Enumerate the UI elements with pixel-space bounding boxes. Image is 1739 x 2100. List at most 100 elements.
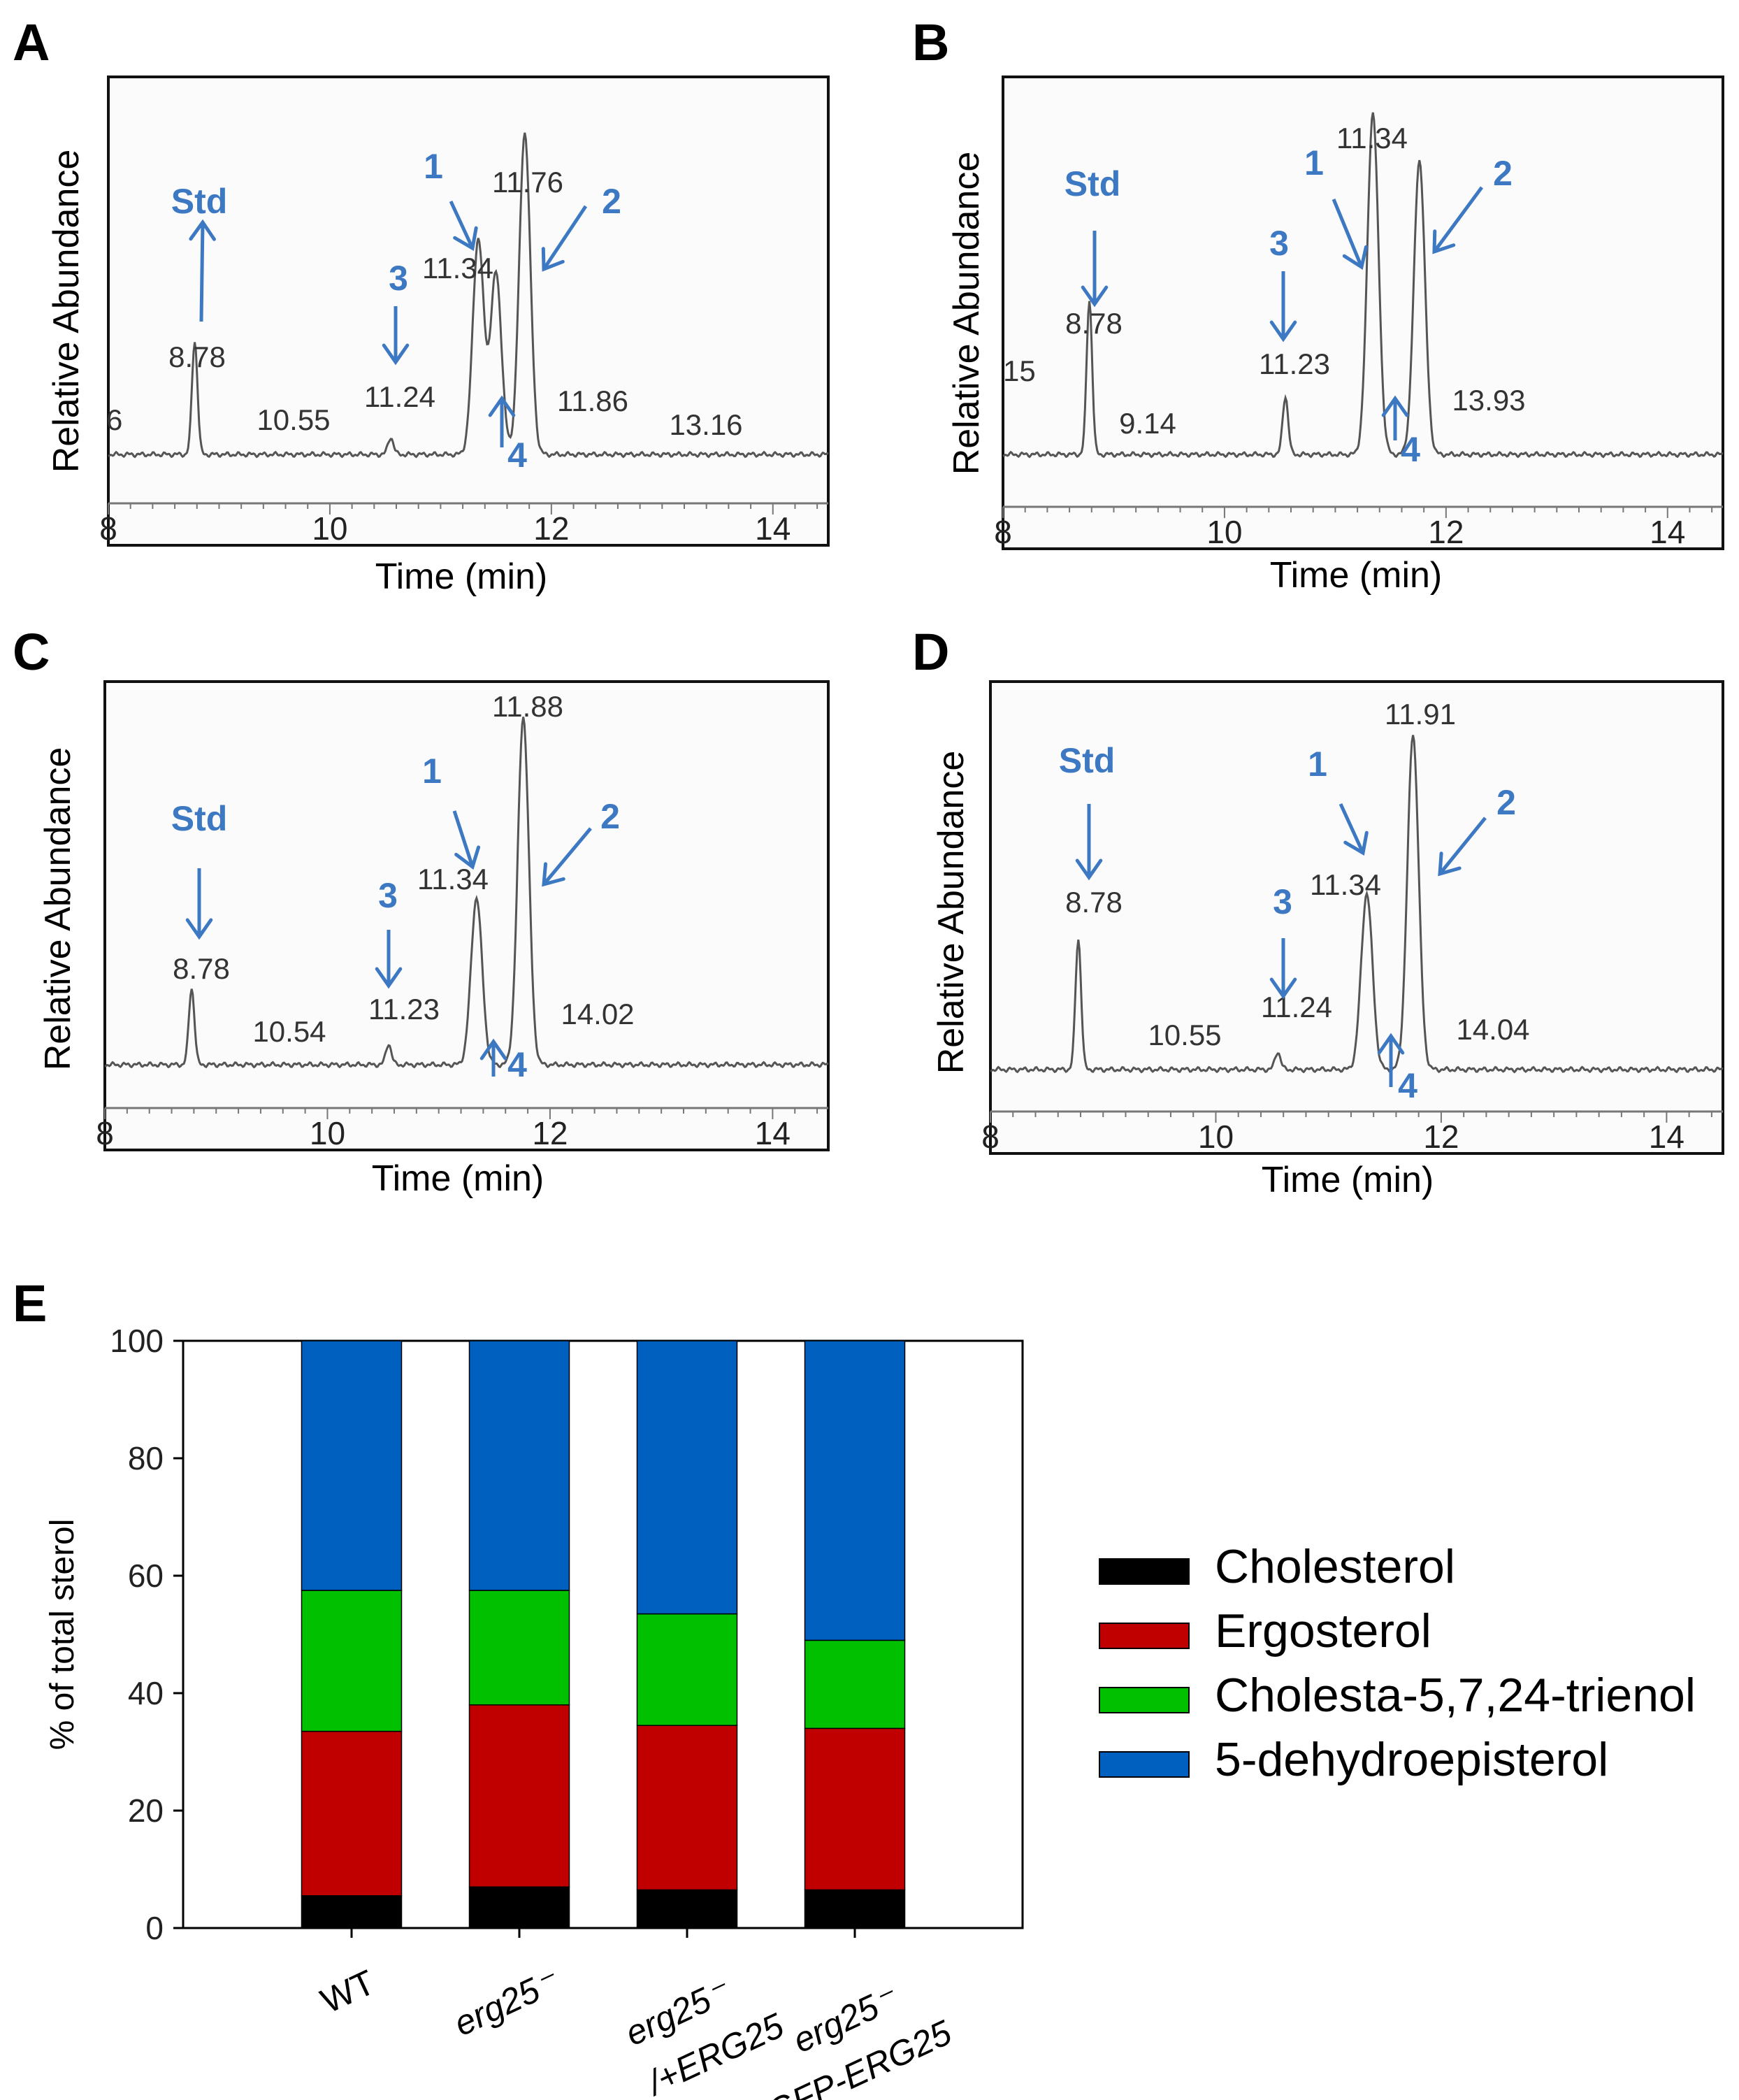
x-tick-label: 12 <box>1423 1119 1459 1155</box>
panel-letter-e: E <box>13 1274 47 1332</box>
legend-swatch <box>1099 1558 1190 1585</box>
peak-label: 11.23 <box>368 993 440 1026</box>
peak-label: 11.34 <box>1336 122 1408 154</box>
annotation-arrow <box>544 827 592 884</box>
y-tick-label: 40 <box>128 1675 164 1711</box>
bar-segment-cholesterol <box>468 1886 570 1929</box>
y-axis-title: Relative Abundance <box>38 747 78 1071</box>
annotation-arrowhead <box>382 343 410 366</box>
panel-letter-b: B <box>912 13 949 71</box>
chromatogram-panel-a: 8 10 12 148.7810.5511.2411.3411.7611.8613.1… <box>46 75 830 597</box>
peak-label: 10.54 <box>252 1015 326 1048</box>
chromatogram-trace <box>1002 112 1724 459</box>
annotation-arrow <box>201 222 203 322</box>
annotation-label: 3 <box>389 259 408 298</box>
annotation-arrowhead <box>1342 245 1368 271</box>
chromatogram-trace <box>990 735 1724 1074</box>
legend-swatch <box>1099 1751 1190 1778</box>
annotation-arrow <box>1332 199 1362 267</box>
annotation-arrow <box>1338 803 1363 853</box>
peak-label: 13.16 <box>669 408 742 441</box>
annotation-arrow <box>449 200 472 248</box>
x-tick-label: 12 <box>532 1115 568 1151</box>
bar-segment-5-dehydroepisterol <box>468 1340 570 1591</box>
legend-label: Cholesta-5,7,24-trienol <box>1215 1669 1696 1722</box>
x-tick-label: 10 <box>1198 1119 1234 1155</box>
peak-label: 8.78 <box>168 340 226 373</box>
annotation-arrowhead <box>189 219 216 241</box>
peak-label: 8.78 <box>1065 886 1123 919</box>
panel-letter-d: D <box>912 623 949 681</box>
annotation-label: 2 <box>1493 154 1513 193</box>
x-tick-label: 14 <box>755 510 791 547</box>
plot-frame <box>989 680 1724 1155</box>
chromatogram-panel-c: 8 10 12 148.7810.5411.2311.3411.8814.02Time… <box>38 680 830 1199</box>
legend-label: 5-dehydroepisterol <box>1215 1733 1608 1786</box>
peak-label: 10.55 <box>1148 1019 1221 1051</box>
x-tick-label: 14 <box>755 1115 791 1151</box>
annotation-label: 2 <box>1496 783 1516 822</box>
panel-letter-a: A <box>13 13 50 71</box>
annotation-arrow <box>452 810 472 867</box>
edge-peak-label: 6 <box>106 403 122 436</box>
annotation-label: Std <box>171 799 228 838</box>
bar-segment-cholesta-5-7-24-trienol <box>804 1639 906 1729</box>
annotation-label: 3 <box>1269 224 1289 263</box>
annotation-label: 2 <box>600 797 620 836</box>
peak-label: 11.24 <box>364 380 435 413</box>
x-tick-label: 8 <box>981 1119 1000 1155</box>
y-tick-label: 100 <box>110 1323 164 1359</box>
annotation-arrow <box>542 205 588 269</box>
annotation-arrowhead <box>1269 977 1297 1000</box>
annotation-arrowhead <box>375 967 403 989</box>
peak-label: 11.91 <box>1385 698 1456 731</box>
bar-segment-cholesta-5-7-24-trienol <box>636 1613 738 1726</box>
annotation-label: 4 <box>507 1045 527 1084</box>
annotation-arrow <box>1432 186 1484 252</box>
x-tick-label: 14 <box>1649 1119 1684 1155</box>
y-tick-label: 0 <box>145 1910 164 1946</box>
peak-label: 9.14 <box>1119 407 1176 440</box>
annotation-label: 2 <box>602 182 621 221</box>
annotation-label: Std <box>171 182 228 221</box>
peak-label: 11.76 <box>492 166 563 199</box>
peak-label: 14.04 <box>1456 1013 1529 1046</box>
y-axis-title: % of total sterol <box>44 1519 81 1750</box>
annotation-arrowhead <box>541 247 565 272</box>
peak-label: 13.93 <box>1452 384 1525 417</box>
x-tick-label: 12 <box>533 510 569 547</box>
annotation-arrowhead <box>479 1038 507 1060</box>
annotation-arrowhead <box>1081 285 1109 308</box>
annotation-label: 4 <box>1401 430 1420 469</box>
annotation-label: 4 <box>507 436 527 475</box>
x-tick-label: 14 <box>1650 514 1685 550</box>
peak-label: 11.24 <box>1261 991 1332 1023</box>
x-axis-title: Time (min) <box>1262 1160 1434 1200</box>
annotation-label: 1 <box>424 147 443 186</box>
bar-segment-5-dehydroepisterol <box>804 1340 906 1641</box>
y-tick-label: 80 <box>128 1440 164 1476</box>
annotation-arrowhead <box>1381 395 1409 417</box>
peak-label: 14.02 <box>561 998 634 1030</box>
annotation-label: Std <box>1059 741 1116 780</box>
x-tick-label: 10 <box>310 1115 345 1151</box>
peak-label: 11.34 <box>417 863 489 896</box>
annotation-arrowhead <box>453 226 478 251</box>
peak-label: 11.34 <box>1310 868 1381 901</box>
plot-frame <box>1002 75 1724 550</box>
chromatogram-trace <box>108 132 829 459</box>
peak-label: 10.55 <box>257 403 330 436</box>
annotation-arrow <box>1440 817 1487 874</box>
annotation-label: 1 <box>422 751 442 791</box>
annotation-arrowhead <box>1438 851 1462 877</box>
peak-label: 8.78 <box>1065 307 1123 340</box>
annotation-arrowhead <box>454 845 481 870</box>
chromatogram-panel-d: 8 10 12 14 8.78 10.55 11.24 11.34 11.91 14.04 Time… <box>931 680 1724 1200</box>
x-tick-label: 8 <box>96 1115 114 1151</box>
annotation-label: 4 <box>1398 1066 1417 1105</box>
annotation-label: 3 <box>1273 882 1292 921</box>
bar-segment-5-dehydroepisterol <box>301 1340 403 1591</box>
